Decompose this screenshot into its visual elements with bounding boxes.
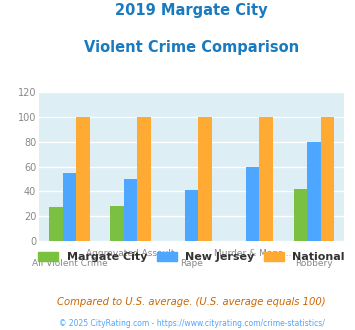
Text: Murder & Mans...: Murder & Mans...	[214, 249, 291, 258]
Text: Violent Crime Comparison: Violent Crime Comparison	[84, 40, 299, 54]
Bar	[185, 190, 198, 241]
Bar	[76, 117, 90, 241]
Text: © 2025 CityRating.com - https://www.cityrating.com/crime-statistics/: © 2025 CityRating.com - https://www.city…	[59, 319, 324, 328]
Legend: Margate City, New Jersey, National: Margate City, New Jersey, National	[34, 248, 349, 267]
Bar	[124, 179, 137, 241]
Bar	[137, 117, 151, 241]
Bar	[260, 117, 273, 241]
Bar	[198, 117, 212, 241]
Text: Compared to U.S. average. (U.S. average equals 100): Compared to U.S. average. (U.S. average …	[58, 297, 326, 307]
Bar	[246, 167, 260, 241]
Text: Robbery: Robbery	[295, 259, 333, 268]
Text: Rape: Rape	[180, 259, 203, 268]
Bar	[49, 208, 63, 241]
Bar	[110, 206, 124, 241]
Text: All Violent Crime: All Violent Crime	[32, 259, 108, 268]
Text: 2019 Margate City: 2019 Margate City	[115, 3, 268, 18]
Bar	[321, 117, 334, 241]
Text: Aggravated Assault: Aggravated Assault	[86, 249, 175, 258]
Bar	[63, 173, 76, 241]
Bar	[307, 142, 321, 241]
Bar	[294, 189, 307, 241]
